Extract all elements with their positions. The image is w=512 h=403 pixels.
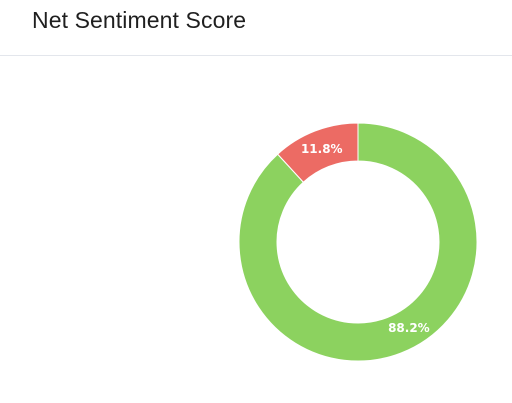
donut-slice-label-1: 88.2% — [388, 321, 430, 335]
donut-slice-label-0: 11.8% — [301, 142, 343, 156]
donut-chart: 11.8% 88.2% — [238, 122, 478, 362]
card-title: Net Sentiment Score — [32, 7, 247, 33]
donut-slices — [238, 122, 478, 362]
donut-slice-1[interactable] — [238, 122, 478, 362]
donut-labels: 11.8% 88.2% — [301, 142, 430, 335]
card-header: Net Sentiment Score — [0, 0, 512, 56]
